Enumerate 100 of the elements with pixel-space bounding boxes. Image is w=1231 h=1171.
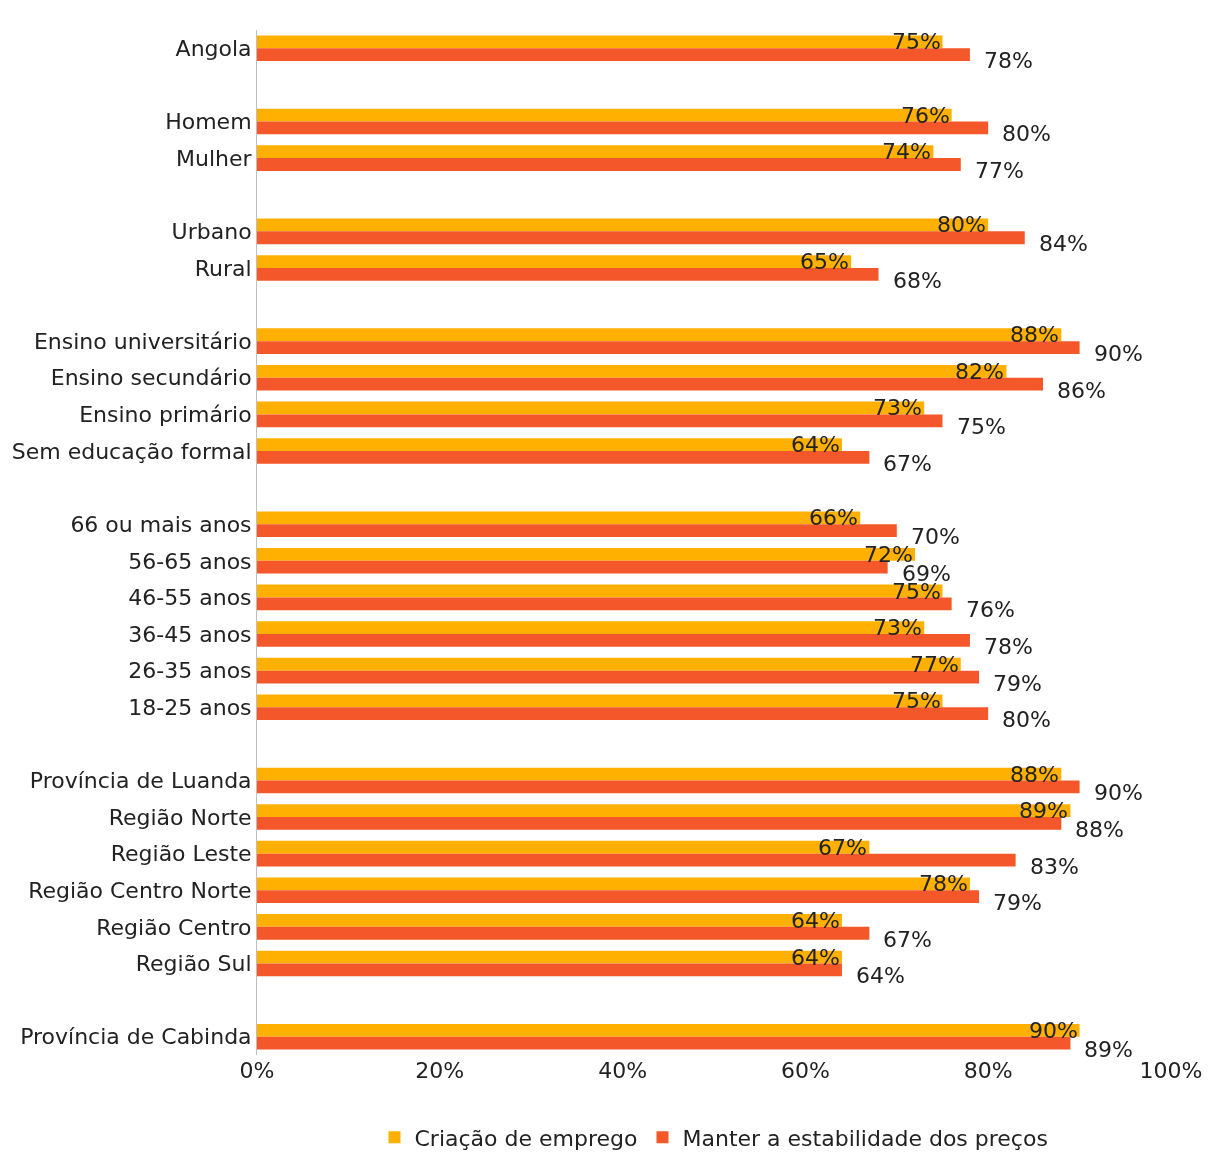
data-label: 90% (1094, 780, 1143, 805)
data-label: 89% (1019, 798, 1068, 823)
data-label: 68% (893, 268, 942, 293)
data-label: 80% (1002, 707, 1051, 732)
x-tick-label: 20% (415, 1058, 465, 1083)
data-label: 70% (911, 524, 960, 549)
data-label: 82% (955, 359, 1004, 384)
data-label: 83% (1030, 854, 1079, 879)
data-label: 79% (993, 671, 1042, 696)
bar (257, 341, 1080, 354)
y-tick-label: Angola (175, 36, 252, 61)
x-tick-label: 80% (963, 1058, 1013, 1083)
data-label: 88% (1010, 762, 1059, 787)
data-label: 84% (1039, 231, 1088, 256)
bar (257, 670, 980, 684)
bar (257, 328, 1062, 342)
y-tick-label: Urbano (171, 219, 252, 245)
data-label: 65% (800, 249, 849, 274)
bar (257, 560, 888, 574)
bar (257, 364, 1007, 378)
data-label: 88% (1010, 322, 1059, 347)
bar (257, 511, 861, 525)
y-tick-label: Província de Cabinda (20, 1024, 252, 1050)
y-tick-label: Sem educação formal (11, 438, 252, 464)
bar (257, 401, 925, 415)
data-label: 88% (1075, 817, 1124, 842)
bar (257, 804, 1071, 818)
bar (257, 1036, 1071, 1050)
y-tick-label: Ensino primário (79, 402, 252, 428)
data-label: 89% (1084, 1037, 1133, 1062)
data-label: 73% (873, 395, 922, 420)
y-tick-label: Rural (194, 255, 252, 281)
y-tick-label: Região Centro (96, 914, 252, 940)
data-label: 76% (966, 597, 1015, 622)
data-label: 86% (1057, 378, 1106, 403)
bar (257, 48, 970, 62)
bar (257, 450, 870, 464)
y-tick-label: 26-35 anos (128, 658, 252, 684)
y-tick-label: Região Leste (110, 841, 252, 867)
data-label: 79% (993, 890, 1042, 915)
bar (257, 634, 970, 647)
x-tick-label: 0% (239, 1058, 275, 1083)
bar (257, 158, 961, 171)
bar (257, 767, 1062, 781)
bar (257, 255, 852, 268)
data-label: 75% (957, 414, 1006, 439)
data-label: 78% (919, 871, 968, 896)
data-label: 73% (873, 615, 922, 640)
bar (257, 414, 943, 428)
bar (257, 547, 916, 561)
x-tick-label: 40% (598, 1058, 648, 1083)
legend-label: Manter a estabilidade dos preços (682, 1125, 1048, 1151)
y-tick-label: 46-55 anos (128, 585, 252, 611)
y-tick-label: Região Norte (108, 804, 252, 830)
bar (257, 597, 952, 611)
bar (257, 438, 842, 451)
bar (257, 877, 970, 891)
bar (257, 890, 980, 904)
y-tick-label: 36-45 anos (128, 621, 252, 647)
bar (257, 1023, 1080, 1037)
data-label: 90% (1029, 1018, 1078, 1043)
bar (257, 817, 1062, 830)
bar (257, 108, 952, 122)
bar (257, 584, 943, 598)
data-label: 67% (883, 451, 932, 476)
data-label: 77% (910, 652, 959, 677)
data-label: 67% (818, 835, 867, 860)
bar (257, 218, 989, 232)
y-tick-label: Província de Luanda (29, 768, 252, 794)
bar (257, 780, 1080, 794)
y-tick-label: Homem (165, 109, 252, 135)
data-label: 75% (892, 29, 941, 54)
data-label: 64% (856, 963, 905, 988)
data-label: 64% (791, 432, 840, 457)
bar (257, 840, 870, 854)
data-label: 64% (791, 908, 840, 933)
data-label: 78% (984, 634, 1033, 659)
bar (257, 926, 870, 940)
legend-label: Criação de emprego (414, 1125, 638, 1151)
bar (257, 377, 1044, 391)
data-label: 76% (901, 103, 950, 128)
data-label: 80% (1002, 121, 1051, 146)
data-label: 64% (791, 945, 840, 970)
y-tick-label: 18-25 anos (128, 694, 252, 720)
data-label: 67% (883, 927, 932, 952)
bar (257, 963, 842, 977)
x-tick-label: 60% (780, 1058, 830, 1083)
y-tick-label: Região Centro Norte (28, 877, 252, 903)
bar (257, 231, 1025, 245)
y-tick-label: 56-65 anos (128, 548, 252, 574)
bar (257, 694, 943, 708)
y-tick-label: Região Sul (135, 951, 252, 977)
bar (257, 621, 925, 635)
bar (257, 950, 842, 964)
bar (257, 657, 961, 671)
data-label: 78% (984, 48, 1033, 73)
y-tick-label: Ensino universitário (33, 328, 252, 354)
data-label: 75% (892, 688, 941, 713)
bar (257, 524, 897, 538)
y-tick-label: 66 ou mais anos (70, 511, 252, 537)
